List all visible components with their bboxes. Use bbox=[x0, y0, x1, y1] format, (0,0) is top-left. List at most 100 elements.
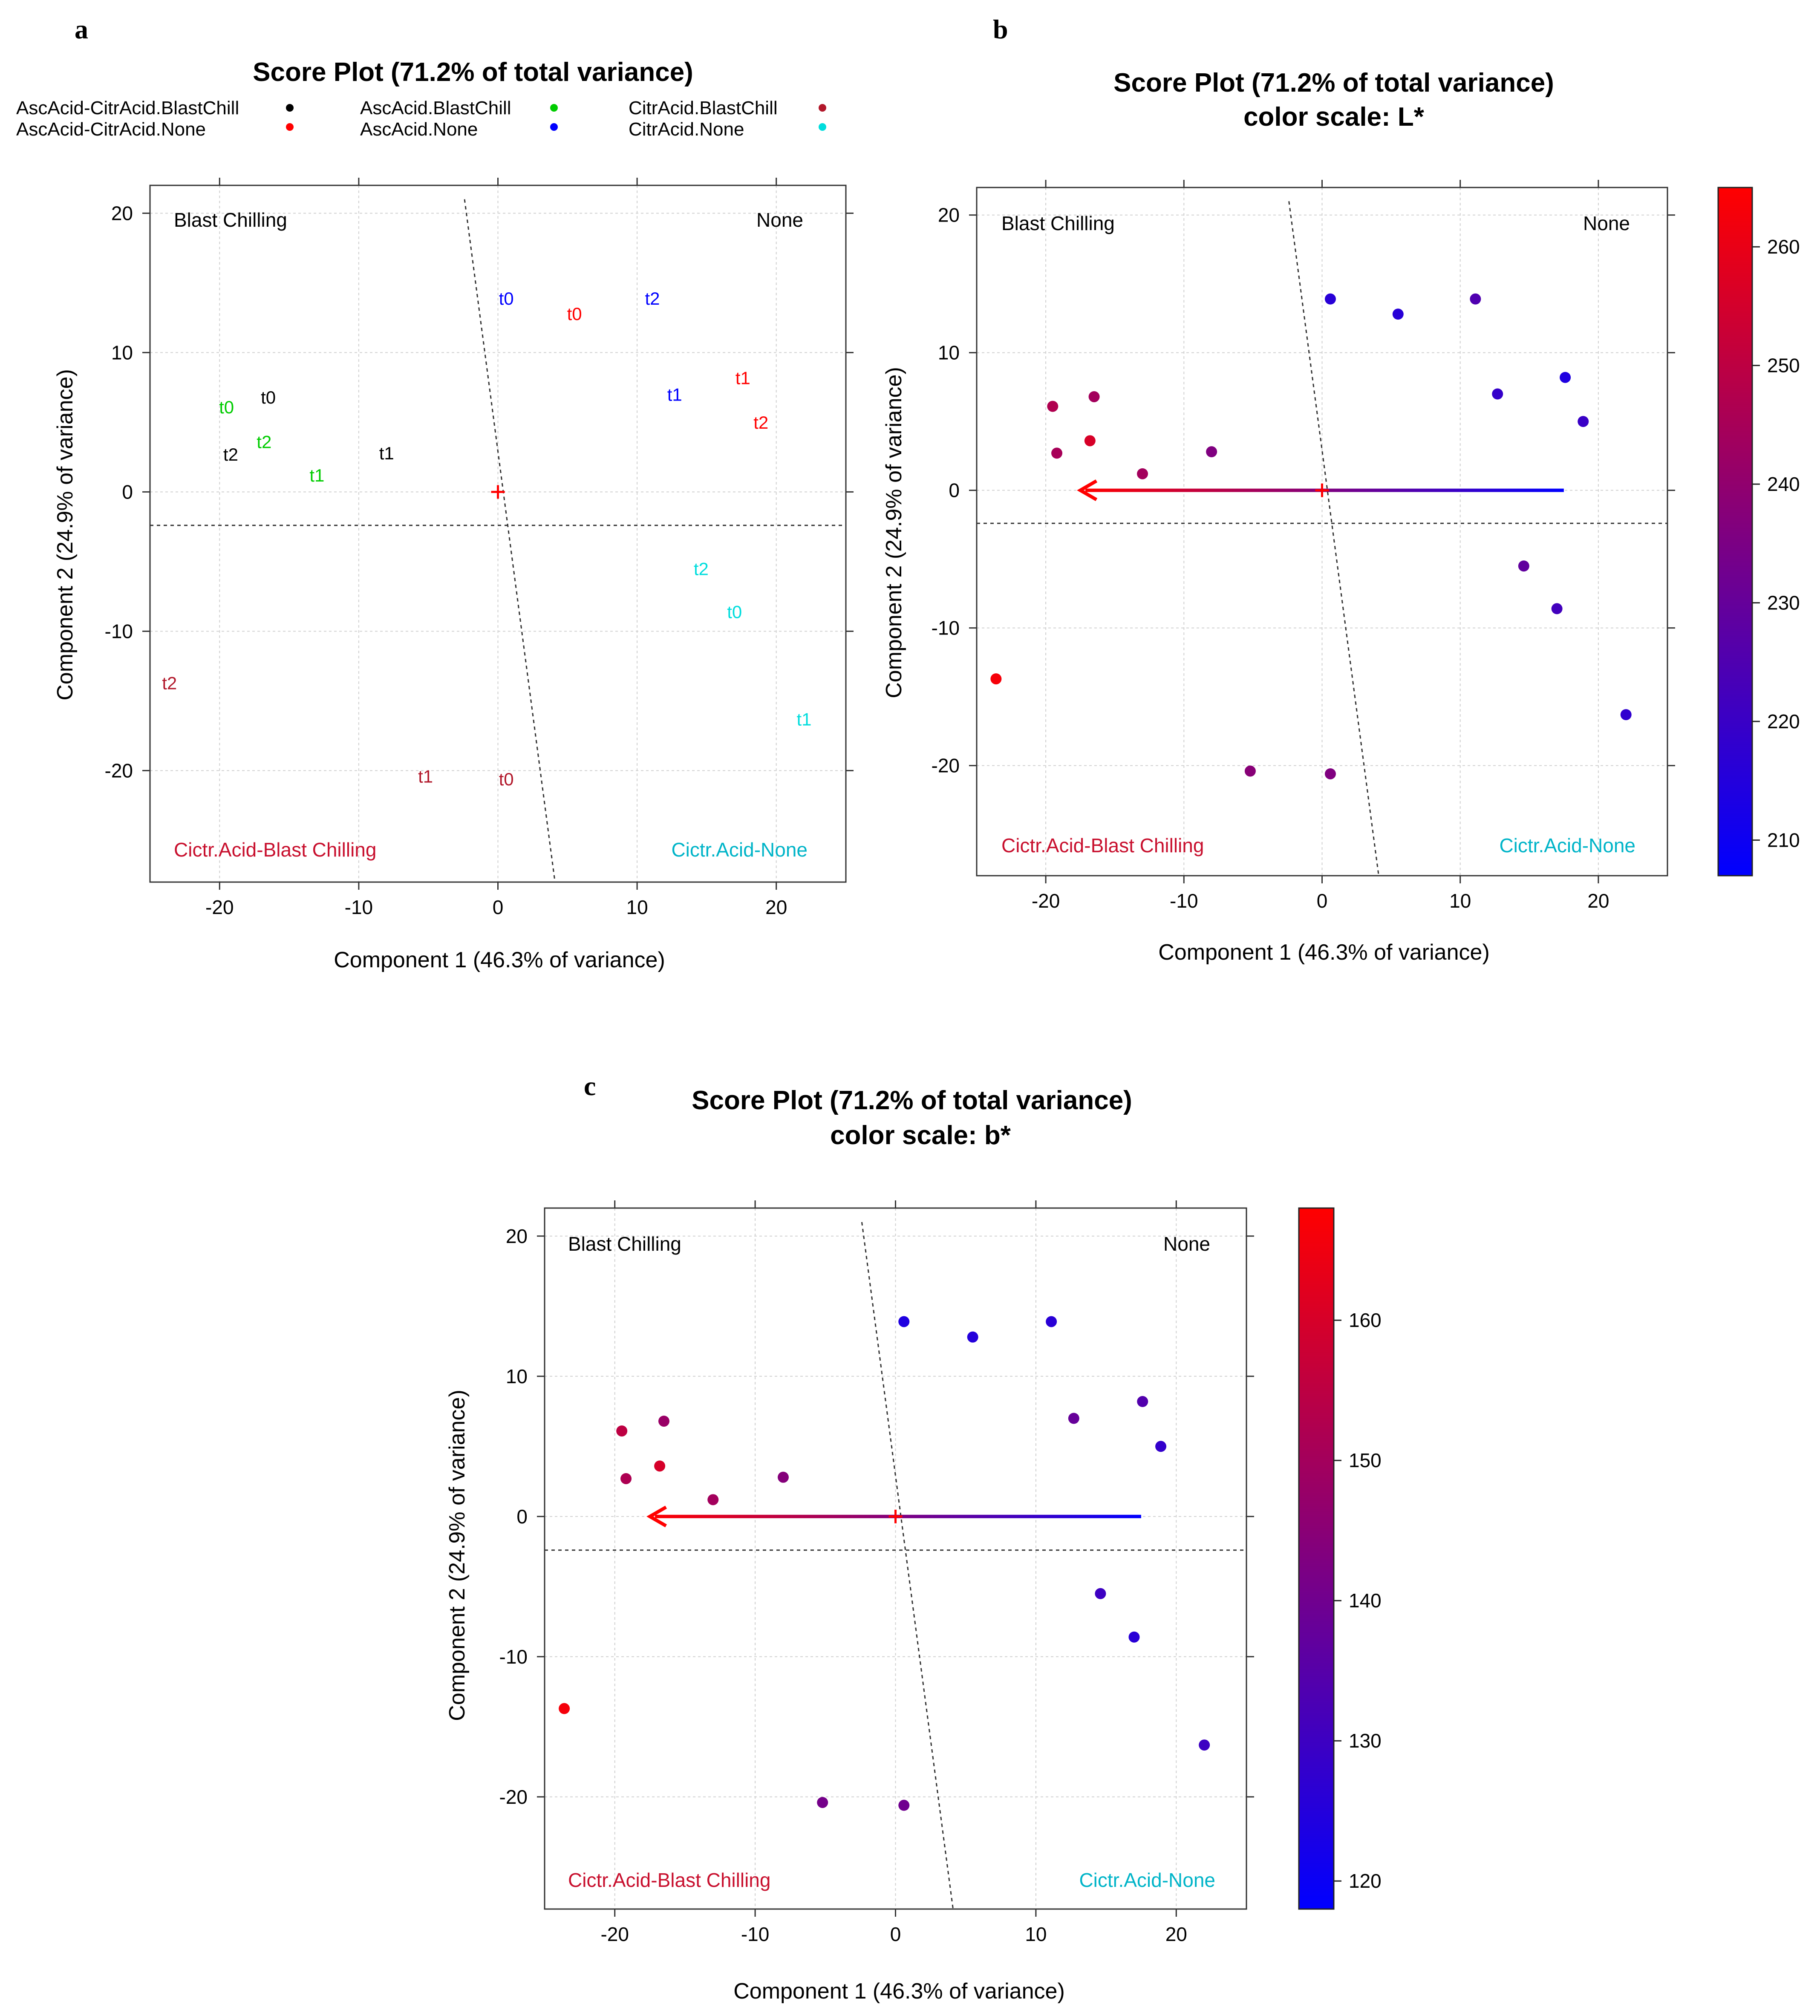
color-scale-tick-label: 240 bbox=[1767, 473, 1800, 495]
color-scale-tick-label: 260 bbox=[1767, 236, 1800, 258]
data-point bbox=[1046, 1316, 1057, 1327]
color-scale-tick-label: 130 bbox=[1349, 1730, 1382, 1752]
panel-b-corner-none: None bbox=[1583, 212, 1630, 234]
y-tick-label: -10 bbox=[105, 620, 133, 642]
panel-b-title: Score Plot (71.2% of total variance) bbox=[1113, 68, 1554, 98]
panel-c-plot-area: -20 -10 0 10 20 -20 -10 0 10 20 bbox=[499, 1200, 1254, 1945]
y-tick-label: 0 bbox=[516, 1506, 528, 1528]
oblique-divider-line bbox=[1288, 201, 1379, 876]
data-point-label: t1 bbox=[797, 709, 812, 729]
panel-b-color-scale: 210 220 230 240 250 260 bbox=[1717, 187, 1800, 877]
color-scale-tick-label: 250 bbox=[1767, 355, 1800, 377]
color-scale-tick-label: 160 bbox=[1349, 1309, 1382, 1331]
panel-b-corner-citr-none: Cictr.Acid-None bbox=[1499, 834, 1635, 857]
data-point bbox=[1324, 293, 1336, 305]
color-scale-tick-label: 230 bbox=[1767, 592, 1800, 614]
panel-b-y-axis-label: Component 2 (24.9% of variance) bbox=[882, 367, 906, 698]
legend-marker-citracid-none bbox=[819, 123, 826, 131]
color-scale-tick-label: 140 bbox=[1349, 1589, 1382, 1612]
data-point-label: t2 bbox=[162, 673, 177, 693]
y-tick-label: 0 bbox=[122, 481, 133, 503]
data-point bbox=[1095, 1588, 1106, 1599]
panel-c-color-scale: 120 130 140 150 160 bbox=[1298, 1207, 1382, 1910]
x-tick-label: 20 bbox=[1587, 890, 1609, 912]
legend-label-ascacid-citracid-blastchill: AscAcid-CitrAcid.BlastChill bbox=[16, 98, 239, 118]
direction-arrow-head bbox=[1077, 479, 1098, 502]
panel-c-corner-citr-none: Cictr.Acid-None bbox=[1079, 1869, 1215, 1891]
data-point bbox=[1620, 709, 1632, 721]
y-tick-label: -20 bbox=[105, 759, 133, 782]
data-point-label: t0 bbox=[219, 397, 234, 417]
data-point-label: t2 bbox=[694, 559, 709, 579]
panel-a-corner-none: None bbox=[756, 209, 803, 231]
color-scale-tick-label: 220 bbox=[1767, 710, 1800, 733]
panel-a-corner-citr-blast-chilling: Cictr.Acid-Blast Chilling bbox=[174, 839, 376, 861]
data-point bbox=[1199, 1739, 1210, 1751]
data-point-label: t2 bbox=[753, 412, 768, 433]
panel-c-y-axis-label: Component 2 (24.9% of variance) bbox=[445, 1390, 470, 1721]
data-point bbox=[1084, 435, 1096, 447]
data-point-label: t2 bbox=[645, 288, 660, 309]
x-tick-label: -20 bbox=[205, 896, 234, 918]
data-point bbox=[1137, 1396, 1148, 1407]
y-tick-label: -20 bbox=[499, 1786, 528, 1808]
data-point bbox=[1518, 560, 1529, 572]
panel-a-y-axis-label: Component 2 (24.9% of variance) bbox=[53, 369, 78, 701]
data-point bbox=[1578, 416, 1589, 427]
panel-c-subtitle: color scale: b* bbox=[830, 1121, 1011, 1150]
data-point bbox=[1324, 768, 1336, 779]
data-point bbox=[1492, 388, 1503, 400]
data-point bbox=[1047, 401, 1059, 412]
x-tick-label: 0 bbox=[1317, 890, 1328, 912]
panel-c-corner-citr-blast-chilling: Cictr.Acid-Blast Chilling bbox=[568, 1869, 770, 1891]
x-tick-label: 0 bbox=[890, 1923, 901, 1945]
data-point-label: t1 bbox=[667, 385, 682, 405]
panel-b-x-axis-label: Component 1 (46.3% of variance) bbox=[1158, 940, 1490, 965]
x-tick-label: 20 bbox=[1165, 1923, 1187, 1945]
panel-c-title: Score Plot (71.2% of total variance) bbox=[692, 1086, 1132, 1115]
x-tick-label: 0 bbox=[493, 896, 504, 918]
panel-b: b Score Plot (71.2% of total variance) c… bbox=[882, 14, 1800, 965]
x-tick-label: -20 bbox=[1032, 890, 1060, 912]
legend-marker-ascacid-blastchill bbox=[550, 104, 558, 112]
panel-b-corner-blast-chilling: Blast Chilling bbox=[1001, 212, 1115, 234]
x-tick-label: 10 bbox=[1449, 890, 1471, 912]
x-tick-label: 10 bbox=[1025, 1923, 1047, 1945]
data-point bbox=[1051, 447, 1063, 459]
y-tick-label: 0 bbox=[949, 479, 960, 502]
panel-b-subtitle: color scale: L* bbox=[1243, 102, 1425, 132]
data-point bbox=[898, 1800, 910, 1811]
y-tick-label: -10 bbox=[932, 617, 960, 639]
legend-marker-citracid-blastchill bbox=[819, 104, 826, 112]
data-point-label: t0 bbox=[499, 769, 514, 789]
panel-c-corner-blast-chilling: Blast Chilling bbox=[568, 1233, 681, 1255]
y-tick-label: -10 bbox=[499, 1646, 528, 1668]
color-scale-bar bbox=[1717, 187, 1753, 877]
data-point bbox=[898, 1316, 910, 1327]
data-point bbox=[777, 1471, 789, 1483]
data-point-label: t0 bbox=[499, 288, 514, 309]
data-point-label: t0 bbox=[727, 602, 742, 622]
panel-c: c Score Plot (71.2% of total variance) c… bbox=[445, 1071, 1382, 2004]
data-point bbox=[620, 1473, 632, 1484]
data-point-label: t0 bbox=[567, 304, 582, 324]
data-point bbox=[1206, 446, 1217, 458]
x-tick-label: 20 bbox=[765, 896, 787, 918]
x-tick-label: -10 bbox=[1170, 890, 1198, 912]
data-point-label: t2 bbox=[223, 444, 238, 464]
data-point bbox=[1137, 468, 1148, 479]
panel-a-corner-citr-none: Cictr.Acid-None bbox=[671, 839, 808, 861]
legend-label-ascacid-none: AscAcid.None bbox=[360, 119, 478, 140]
panel-b-plot-area: -20 -10 0 10 20 -20 -10 0 10 20 bbox=[932, 180, 1675, 912]
legend-label-ascacid-blastchill: AscAcid.BlastChill bbox=[360, 98, 511, 118]
y-tick-label: 10 bbox=[506, 1365, 528, 1387]
oblique-divider-line bbox=[464, 199, 556, 883]
color-scale-bar bbox=[1298, 1207, 1335, 1910]
y-tick-label: -20 bbox=[932, 755, 960, 777]
panel-label-b: b bbox=[993, 14, 1008, 44]
data-point-label: t1 bbox=[418, 766, 433, 786]
plot-frame bbox=[544, 1207, 1247, 1910]
panel-a-legend: AscAcid-CitrAcid.BlastChill AscAcid-Citr… bbox=[16, 98, 826, 140]
data-point-label: t2 bbox=[257, 432, 271, 452]
